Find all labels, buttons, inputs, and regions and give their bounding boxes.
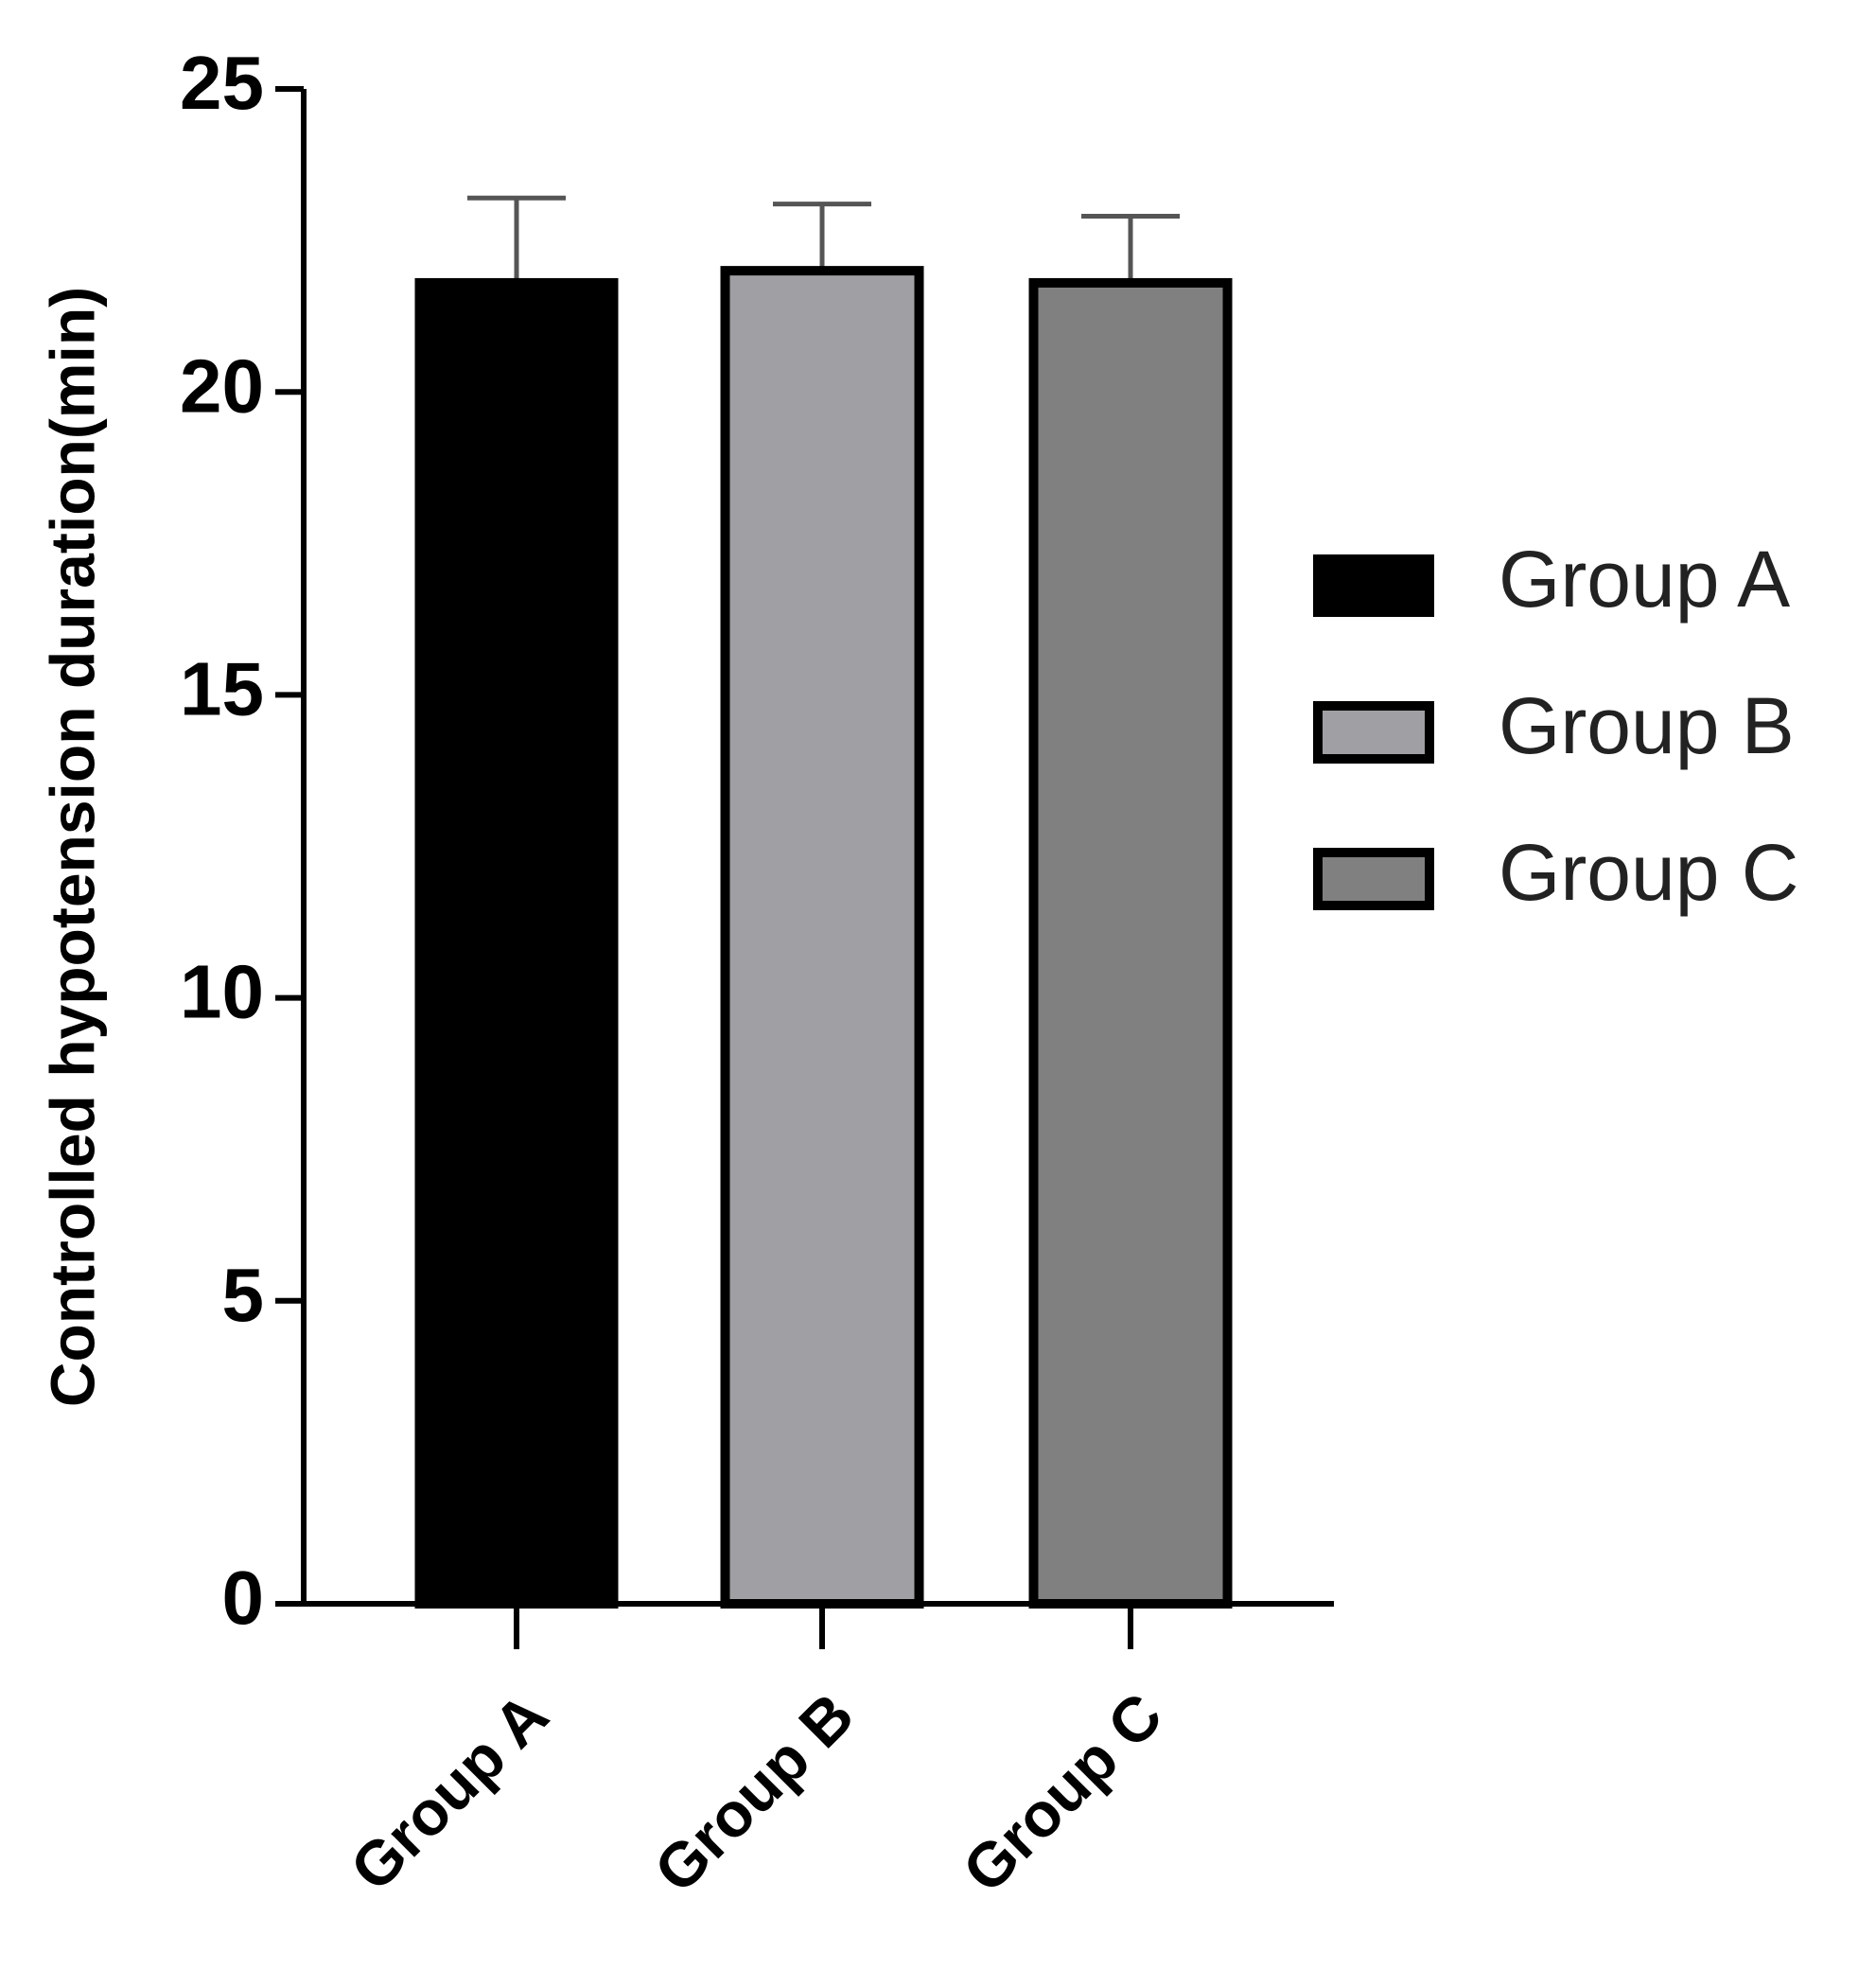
x-tick-label: Group C <box>949 1679 1175 1906</box>
legend-label: Group A <box>1499 535 1790 624</box>
legend-swatch <box>1313 848 1434 910</box>
bar <box>720 266 924 1609</box>
y-tick-label: 25 <box>180 41 264 125</box>
x-tick-label: Group A <box>337 1679 561 1904</box>
y-tick-label: 0 <box>222 1556 265 1640</box>
y-tick-label: 5 <box>222 1253 265 1337</box>
legend-label: Group B <box>1499 681 1795 770</box>
bar <box>1028 277 1233 1609</box>
y-axis-label: Controlled hypotension duration(min) <box>37 287 107 1407</box>
legend-label: Group C <box>1499 828 1798 917</box>
x-tick-label: Group B <box>640 1679 867 1906</box>
legend-swatch <box>1313 554 1434 617</box>
y-tick-label: 20 <box>180 343 264 428</box>
bar <box>414 277 619 1609</box>
legend-swatch <box>1313 701 1434 764</box>
y-tick-label: 10 <box>180 950 264 1034</box>
y-tick-label: 15 <box>180 647 264 731</box>
